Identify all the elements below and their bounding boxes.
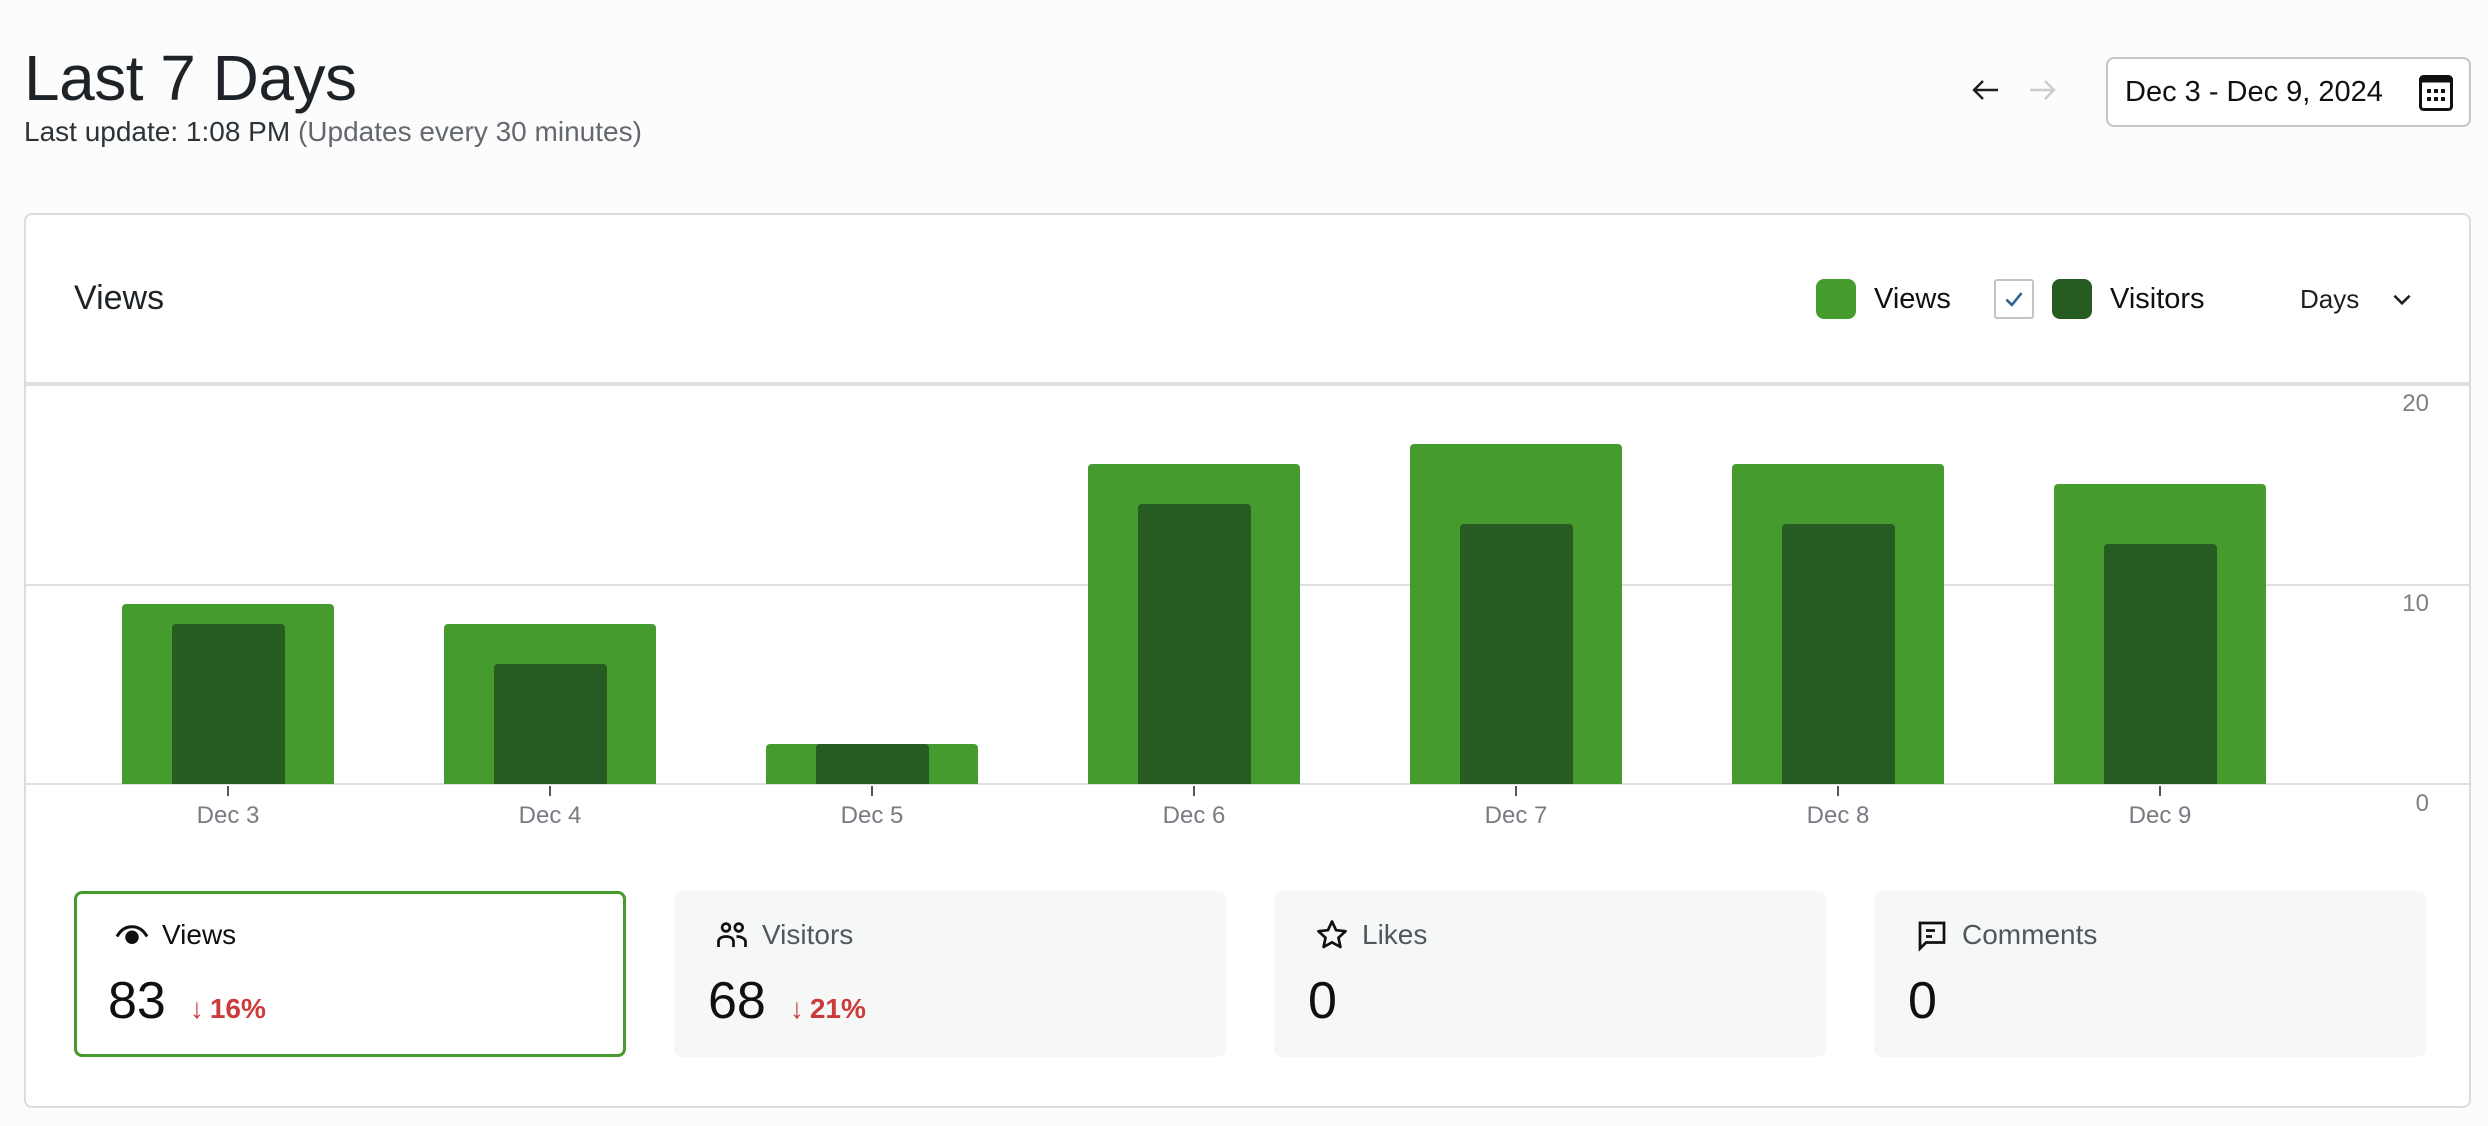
arrow-down-icon: ↓: [789, 993, 804, 1024]
last-update-time: Last update: 1:08 PM: [24, 116, 291, 147]
chart-card-header: Views Views Visitors Days: [26, 215, 2469, 384]
x-tick: [549, 786, 551, 796]
chart-title: Views: [74, 279, 165, 317]
visitors-toggle-checkbox[interactable]: [1994, 279, 2034, 319]
previous-period-button[interactable]: [1964, 68, 2008, 112]
x-tick-label: Dec 9: [2128, 802, 2192, 829]
bar-visitors: [1460, 524, 1573, 784]
stat-card-visitors[interactable]: Visitors 68 ↓ 21%: [674, 891, 1226, 1057]
bar-visitors: [1138, 504, 1251, 784]
stat-change-percent: 21%: [809, 993, 866, 1024]
interval-label: Days: [2300, 283, 2360, 314]
gridline-0: [26, 783, 2469, 785]
bar-group[interactable]: [444, 384, 656, 784]
people-icon: [717, 922, 747, 947]
x-tick: [1193, 786, 1195, 796]
legend-views: Views: [1816, 277, 1951, 321]
next-period-button[interactable]: [2020, 68, 2064, 112]
bar-visitors: [2104, 544, 2217, 784]
stat-value: 83: [108, 972, 166, 1030]
x-tick-label: Dec 6: [1162, 802, 1226, 829]
bar-visitors: [494, 664, 607, 784]
last-update-text: Last update: 1:08 PM (Updates every 30 m…: [24, 114, 642, 150]
bar-group[interactable]: [1088, 384, 1300, 784]
x-tick-label: Dec 3: [196, 802, 260, 829]
bar-visitors: [172, 624, 285, 784]
bar-group[interactable]: [2054, 384, 2266, 784]
stat-card-comments[interactable]: Comments 0: [1874, 891, 2426, 1057]
stat-cards: Views 83 ↓ 16% Visitors 68 ↓ 21%: [74, 891, 2426, 1057]
star-icon: [1317, 920, 1347, 949]
x-tick-label: Dec 7: [1484, 802, 1548, 829]
x-tick-label: Dec 8: [1806, 802, 1870, 829]
x-tick-label: Dec 5: [840, 802, 904, 829]
stat-card-likes[interactable]: Likes 0: [1274, 891, 1826, 1057]
arrow-right-icon: [2030, 80, 2056, 100]
stat-label: Comments: [1962, 919, 2098, 950]
eye-icon: [115, 925, 149, 944]
stat-change: ↓ 21%: [790, 993, 866, 1025]
stat-value: 0: [1908, 972, 1937, 1030]
date-range-picker[interactable]: Dec 3 - Dec 9, 2024: [2106, 57, 2471, 127]
stat-card-views[interactable]: Views 83 ↓ 16%: [74, 891, 626, 1057]
visitors-swatch: [2052, 279, 2092, 319]
stat-label: Visitors: [762, 919, 854, 950]
x-tick: [2159, 786, 2161, 796]
date-range-label: Dec 3 - Dec 9, 2024: [2125, 75, 2383, 108]
views-swatch: [1816, 279, 1856, 319]
stat-value: 68: [708, 972, 766, 1030]
bar-chart: 20 10 0 Dec 3 Dec 4 Dec 5 Dec 6 Dec 7 Dec 8 De…: [26, 384, 2469, 829]
arrow-left-icon: [1972, 80, 1998, 100]
bar-group[interactable]: [1410, 384, 1622, 784]
x-tick: [871, 786, 873, 796]
legend-visitors-label: Visitors: [2110, 282, 2205, 315]
stat-label: Views: [162, 919, 237, 950]
checkmark-icon: [2005, 292, 2023, 307]
page-title: Last 7 Days: [24, 42, 357, 114]
calendar-icon: [2419, 75, 2453, 111]
x-tick-label: Dec 4: [518, 802, 582, 829]
stat-value: 0: [1308, 972, 1337, 1030]
update-frequency: (Updates every 30 minutes): [297, 116, 642, 147]
legend-views-label: Views: [1874, 282, 1951, 315]
arrow-down-icon: ↓: [189, 993, 204, 1024]
views-chart-card: Views Views Visitors Days 20 10 0 Dec 3 D…: [24, 213, 2471, 1108]
chevron-down-icon: [2393, 294, 2411, 306]
x-tick: [227, 786, 229, 796]
bar-group[interactable]: [122, 384, 334, 784]
y-tick-label: 20: [2402, 390, 2429, 417]
stat-change: ↓ 16%: [190, 993, 266, 1025]
y-tick-label: 10: [2402, 590, 2429, 617]
x-tick: [1515, 786, 1517, 796]
interval-dropdown[interactable]: Days: [2300, 277, 2415, 321]
legend-visitors: Visitors: [1994, 277, 2205, 321]
bar-group[interactable]: [1732, 384, 1944, 784]
bar-visitors: [1782, 524, 1895, 784]
x-tick: [1837, 786, 1839, 796]
stat-label: Likes: [1362, 919, 1428, 950]
y-tick-label: 0: [2415, 790, 2429, 817]
bar-group[interactable]: [766, 384, 978, 784]
stat-change-percent: 16%: [209, 993, 266, 1024]
comment-icon: [1918, 921, 1946, 952]
bar-visitors: [816, 744, 929, 784]
gridline-20: [26, 384, 2469, 386]
